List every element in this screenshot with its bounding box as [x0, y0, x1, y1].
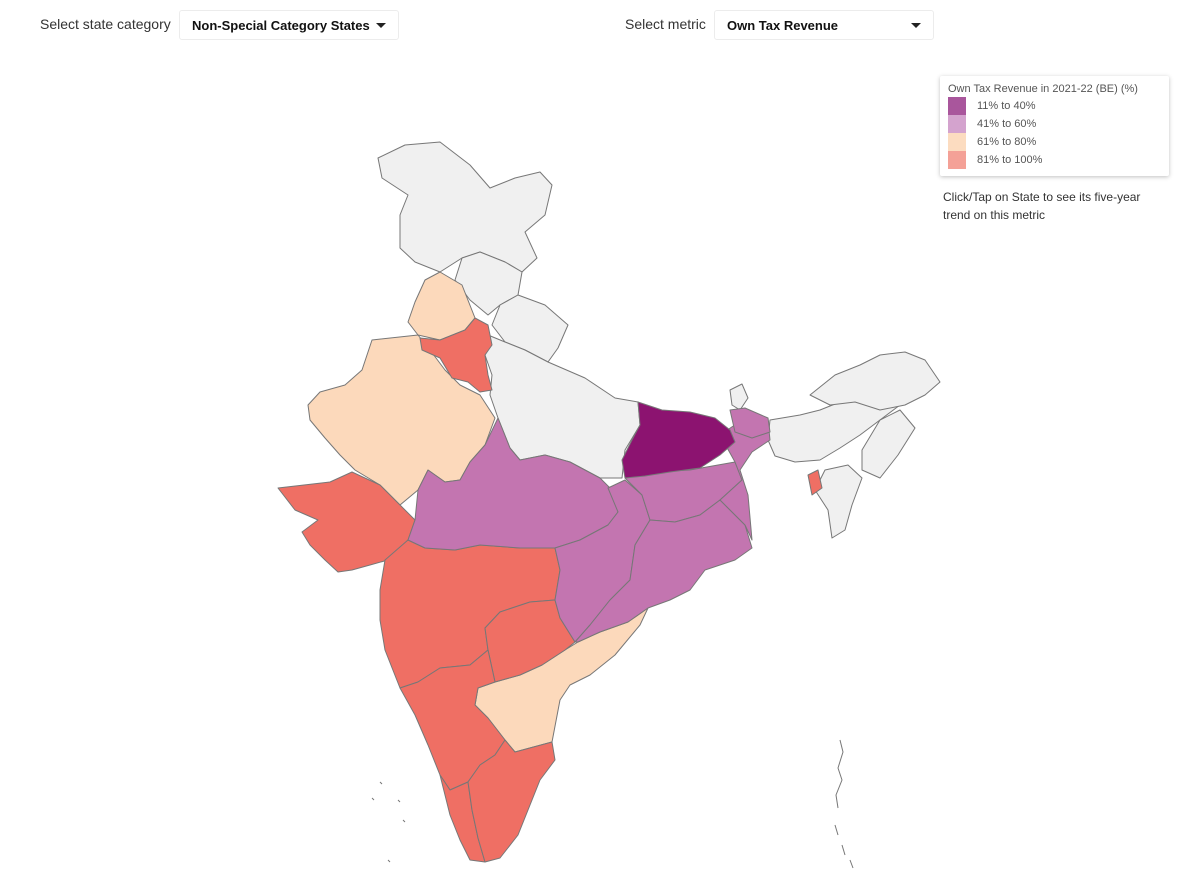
- metric-value: Own Tax Revenue: [727, 17, 839, 33]
- state-jammu-kashmir[interactable]: [377, 141, 553, 273]
- legend-title: Own Tax Revenue in 2021-22 (BE) (%): [948, 83, 1138, 95]
- state-arunachal-pradesh[interactable]: [809, 351, 941, 411]
- chevron-down-icon: [376, 23, 386, 28]
- legend-swatch: [948, 151, 966, 169]
- state-mizoram-tripura[interactable]: [814, 464, 863, 539]
- state-odisha[interactable]: [574, 499, 753, 643]
- legend-item: 81% to 100%: [948, 151, 1161, 169]
- state-telangana[interactable]: [484, 599, 576, 683]
- legend-label: 41% to 60%: [977, 118, 1037, 130]
- state-bihar[interactable]: [621, 401, 736, 479]
- state-madhya-pradesh[interactable]: [407, 417, 619, 551]
- lakshadweep-islands: [371, 781, 406, 863]
- state-category-dropdown[interactable]: Non-Special Category States: [179, 10, 399, 40]
- metric-dropdown[interactable]: Own Tax Revenue: [714, 10, 934, 40]
- map-legend: Own Tax Revenue in 2021-22 (BE) (%) 11% …: [940, 76, 1169, 176]
- metric-label: Select metric: [625, 16, 706, 32]
- legend-label: 81% to 100%: [977, 154, 1043, 166]
- state-uttar-pradesh[interactable]: [484, 334, 641, 479]
- state-west-bengal-north[interactable]: [729, 407, 771, 439]
- state-haryana[interactable]: [419, 317, 493, 393]
- legend-item: 61% to 80%: [948, 133, 1161, 151]
- state-tamil-nadu[interactable]: [467, 739, 556, 863]
- andaman-nicobar-islands: [834, 739, 854, 869]
- legend-item: 11% to 40%: [948, 97, 1161, 115]
- legend-label: 61% to 80%: [977, 136, 1037, 148]
- state-karnataka[interactable]: [399, 649, 506, 791]
- state-sikkim[interactable]: [729, 383, 749, 411]
- legend-label: 11% to 40%: [977, 100, 1036, 112]
- state-category-value: Non-Special Category States: [192, 17, 370, 33]
- legend-item: 41% to 60%: [948, 115, 1161, 133]
- map-hint-text: Click/Tap on State to see its five-year …: [943, 190, 1141, 222]
- legend-swatch: [948, 115, 966, 133]
- legend-swatch: [948, 97, 966, 115]
- chevron-down-icon: [911, 23, 921, 28]
- state-tripura[interactable]: [807, 469, 823, 496]
- state-gujarat[interactable]: [277, 471, 416, 573]
- state-nagaland-manipur[interactable]: [861, 409, 916, 479]
- legend-swatch: [948, 133, 966, 151]
- state-category-label: Select state category: [40, 16, 171, 32]
- state-uttarakhand[interactable]: [491, 294, 569, 363]
